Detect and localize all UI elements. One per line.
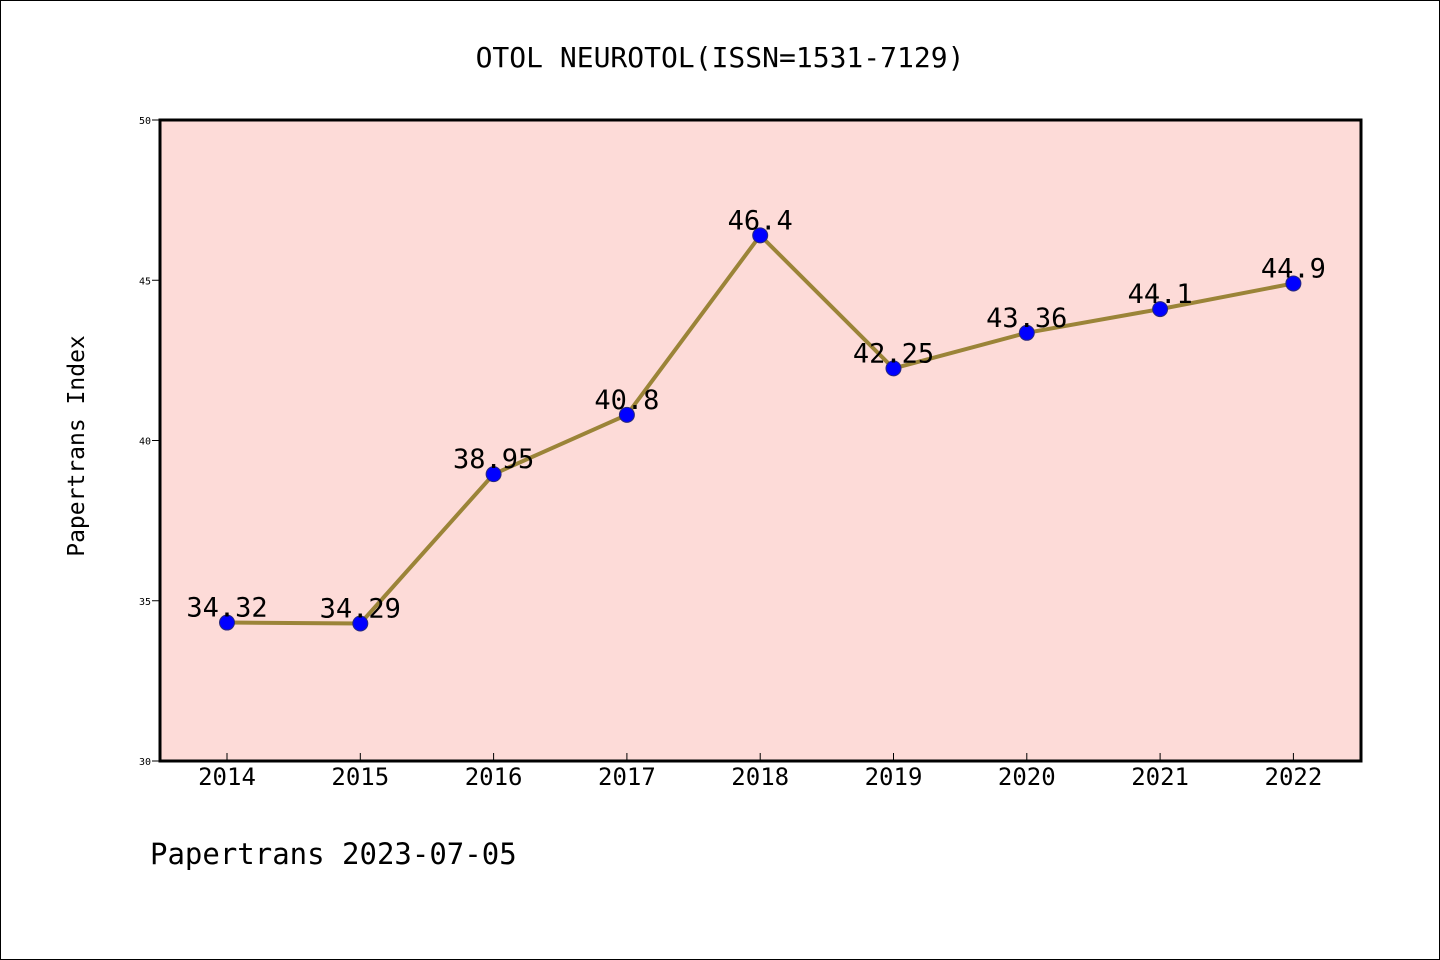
data-point (752, 227, 769, 244)
data-label: 44.9 (1261, 253, 1326, 284)
x-tick-label: 2022 (1265, 763, 1323, 791)
series-0 (219, 227, 1302, 632)
data-label: 38.95 (453, 444, 534, 475)
data-label: 44.1 (1128, 279, 1193, 310)
data-point (485, 466, 502, 483)
data-point (885, 360, 902, 377)
data-label: 46.4 (728, 205, 793, 236)
data-label: 34.29 (320, 594, 401, 625)
y-tick-label: 35 (139, 597, 151, 608)
x-tick-label: 2018 (731, 763, 789, 791)
x-axis-ticks: 2014 2015 2016 2017 2018 2019 2020 2021 2022 (198, 753, 1322, 791)
x-tick-label: 2015 (331, 763, 389, 791)
data-point (1018, 324, 1035, 341)
y-tick-label: 30 (139, 757, 151, 768)
data-point (1152, 301, 1169, 318)
data-label: 43.36 (986, 303, 1067, 334)
data-label: 40.8 (594, 385, 659, 416)
y-axis-ticks: 30 35 40 45 50 (139, 116, 160, 768)
x-tick-label: 2021 (1131, 763, 1189, 791)
x-tick-label: 2020 (998, 763, 1056, 791)
y-tick-label: 50 (139, 116, 151, 127)
data-point (618, 406, 635, 423)
x-tick-label: 2019 (865, 763, 923, 791)
data-point (352, 615, 369, 632)
data-point (219, 614, 235, 631)
data-point (1285, 275, 1302, 292)
x-tick-label: 2016 (465, 763, 523, 791)
y-tick-label: 40 (139, 437, 151, 448)
x-tick-label: 2014 (198, 763, 256, 791)
data-labels: 34.32 34.29 38.95 40.8 46.4 42.25 43.36 44.1 44.… (186, 205, 1326, 624)
plot-border (158, 118, 1363, 763)
y-tick-label: 45 (139, 276, 151, 287)
data-label: 42.25 (853, 338, 934, 369)
x-tick-label: 2017 (598, 763, 656, 791)
data-label: 34.32 (186, 593, 267, 624)
y-axis-label: Papertrans Index (64, 335, 90, 557)
chart-title: OTOL NEUROTOL(ISSN=1531-7129) (476, 41, 965, 74)
footer-date: Papertrans 2023-07-05 (150, 837, 517, 871)
plot-area (160, 120, 1361, 761)
